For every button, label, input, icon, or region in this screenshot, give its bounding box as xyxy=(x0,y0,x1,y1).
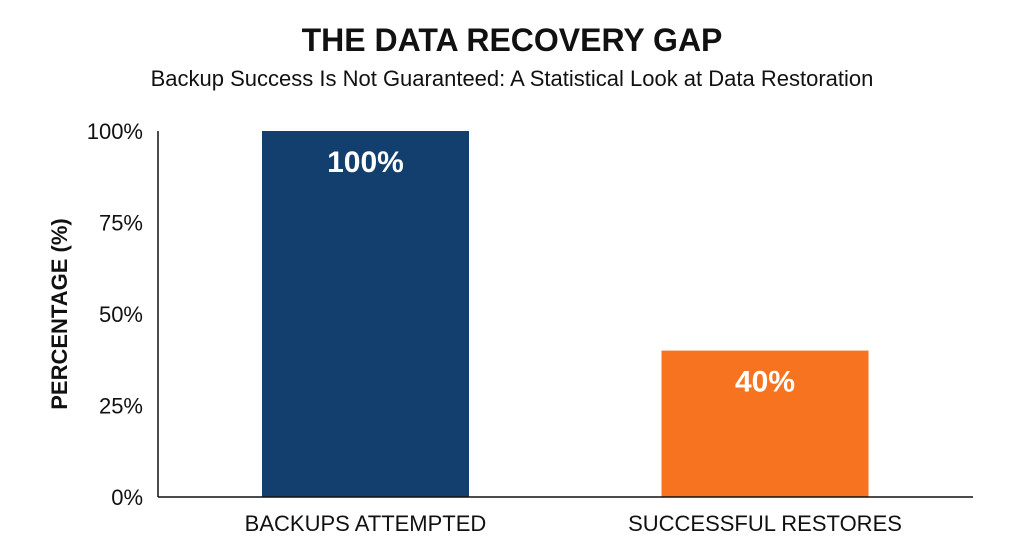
data-label: 40% xyxy=(735,366,795,399)
y-axis-label: PERCENTAGE (%) xyxy=(47,218,72,410)
y-tick-label: 25% xyxy=(99,394,143,419)
y-tick-label: 75% xyxy=(99,211,143,236)
bar-2 xyxy=(661,350,869,497)
y-tick-label: 0% xyxy=(111,485,143,510)
chart-title: THE DATA RECOVERY GAP xyxy=(301,22,723,58)
data-label: 100% xyxy=(327,146,404,179)
y-tick-label: 100% xyxy=(87,119,143,144)
y-tick-label: 50% xyxy=(99,302,143,327)
bar-1 xyxy=(262,131,469,497)
x-tick-label: BACKUPS ATTEMPTED xyxy=(245,511,487,536)
x-tick-label: SUCCESSFUL RESTORES xyxy=(628,511,902,536)
chart-subtitle: Backup Success Is Not Guaranteed: A Stat… xyxy=(150,66,874,91)
